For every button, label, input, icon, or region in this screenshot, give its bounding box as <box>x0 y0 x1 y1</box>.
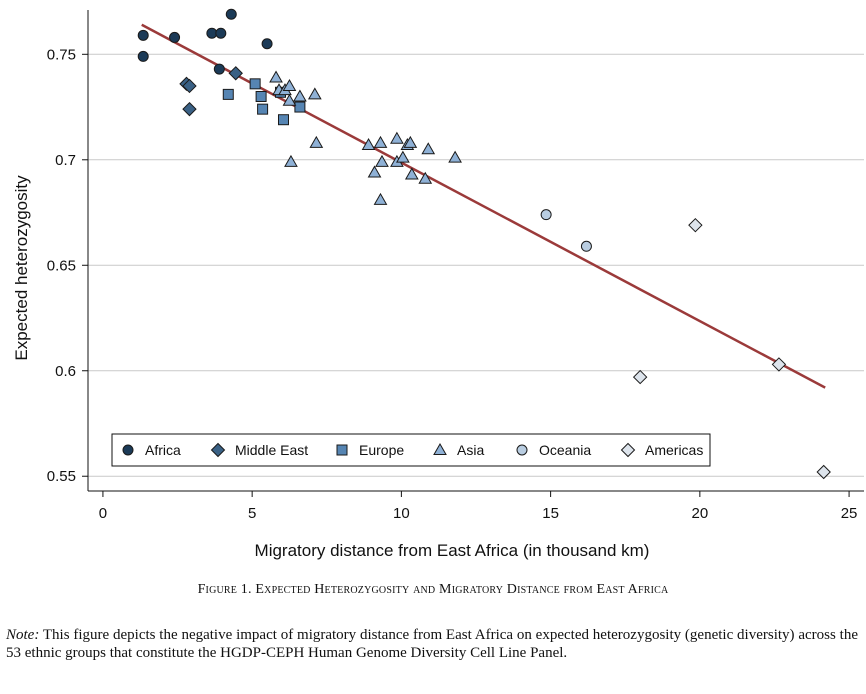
legend-marker-oceania <box>516 444 528 456</box>
y-tick-label: 0.6 <box>55 363 76 380</box>
point-africa <box>213 63 225 75</box>
x-tick-label: 15 <box>542 505 559 522</box>
point-asia <box>403 135 418 148</box>
point-africa <box>215 27 227 39</box>
grid-lines <box>88 53 864 477</box>
point-europe <box>257 103 269 115</box>
axes: 0.55 0.6 0.65 0.7 0.75 0 5 10 15 20 25 <box>47 10 864 522</box>
point-asia <box>421 142 436 155</box>
scatter-chart: 0.55 0.6 0.65 0.7 0.75 0 5 10 15 20 25 Africa Middl… <box>12 8 864 560</box>
point-asia <box>282 78 297 91</box>
point-asia <box>361 138 376 151</box>
legend-marker-asia <box>433 442 447 455</box>
point-asia <box>418 171 433 184</box>
x-axis-label: Migratory distance from East Africa (in … <box>255 541 650 560</box>
legend-box <box>111 433 711 467</box>
x-tick-label: 5 <box>248 505 256 522</box>
point-asia <box>404 167 419 180</box>
legend-label-europe: Europe <box>359 442 404 458</box>
fit-line-group <box>141 23 826 389</box>
legend-label-asia: Asia <box>457 442 484 458</box>
point-asia <box>373 135 388 148</box>
point-middle-east <box>182 78 197 94</box>
y-tick-label: 0.65 <box>47 257 76 274</box>
point-asia <box>373 192 388 205</box>
legend: Africa Middle East Europe Asia Oceania Americ… <box>111 433 711 467</box>
point-africa <box>261 38 273 50</box>
x-tick-label: 10 <box>393 505 410 522</box>
point-africa <box>137 50 149 62</box>
data-points <box>137 8 831 480</box>
x-tick-label: 25 <box>841 505 858 522</box>
figure-caption: Figure 1. Expected Heterozygosity and Mi… <box>197 582 669 597</box>
point-americas <box>632 369 648 385</box>
point-asia <box>448 150 462 163</box>
legend-label-oceania: Oceania <box>539 442 591 458</box>
point-asia <box>293 89 307 102</box>
point-americas <box>771 357 787 372</box>
y-axis-label: Expected heterozygosity <box>12 175 31 361</box>
point-oceania <box>540 209 552 221</box>
y-tick-label: 0.7 <box>55 152 76 169</box>
point-asia <box>282 93 297 106</box>
point-europe <box>249 78 261 90</box>
legend-label-middle-east: Middle East <box>235 442 308 458</box>
y-tick-label: 0.55 <box>47 468 76 485</box>
point-americas <box>688 217 703 233</box>
point-africa <box>225 8 237 20</box>
point-asia <box>396 150 410 163</box>
point-middle-east <box>228 66 243 81</box>
note-text: This figure depicts the negative impact … <box>6 627 858 661</box>
note-label: Note: <box>6 627 40 643</box>
legend-label-africa: Africa <box>145 442 181 458</box>
point-africa <box>169 31 181 43</box>
point-africa <box>137 29 149 41</box>
point-europe <box>277 114 289 126</box>
point-oceania <box>580 240 592 252</box>
legend-marker-americas <box>620 442 636 458</box>
point-asia <box>307 87 322 100</box>
legend-label-americas: Americas <box>645 442 703 458</box>
fit-line <box>141 23 826 389</box>
point-asia <box>309 135 324 148</box>
point-asia <box>390 131 404 144</box>
legend-marker-africa <box>122 444 134 456</box>
point-asia <box>284 154 298 167</box>
point-europe <box>294 101 306 113</box>
point-europe <box>255 90 267 102</box>
point-asia <box>375 154 389 167</box>
x-tick-label: 20 <box>692 505 709 522</box>
point-asia <box>269 70 283 83</box>
point-europe <box>222 88 234 100</box>
point-asia <box>367 165 382 178</box>
point-middle-east <box>182 101 197 117</box>
x-tick-label: 0 <box>99 505 107 522</box>
legend-marker-middle-east <box>210 442 226 458</box>
point-americas <box>816 464 831 480</box>
figure-note: Note: This figure depicts the negative i… <box>6 626 858 662</box>
legend-marker-europe <box>336 444 348 456</box>
y-tick-label: 0.75 <box>47 46 76 63</box>
